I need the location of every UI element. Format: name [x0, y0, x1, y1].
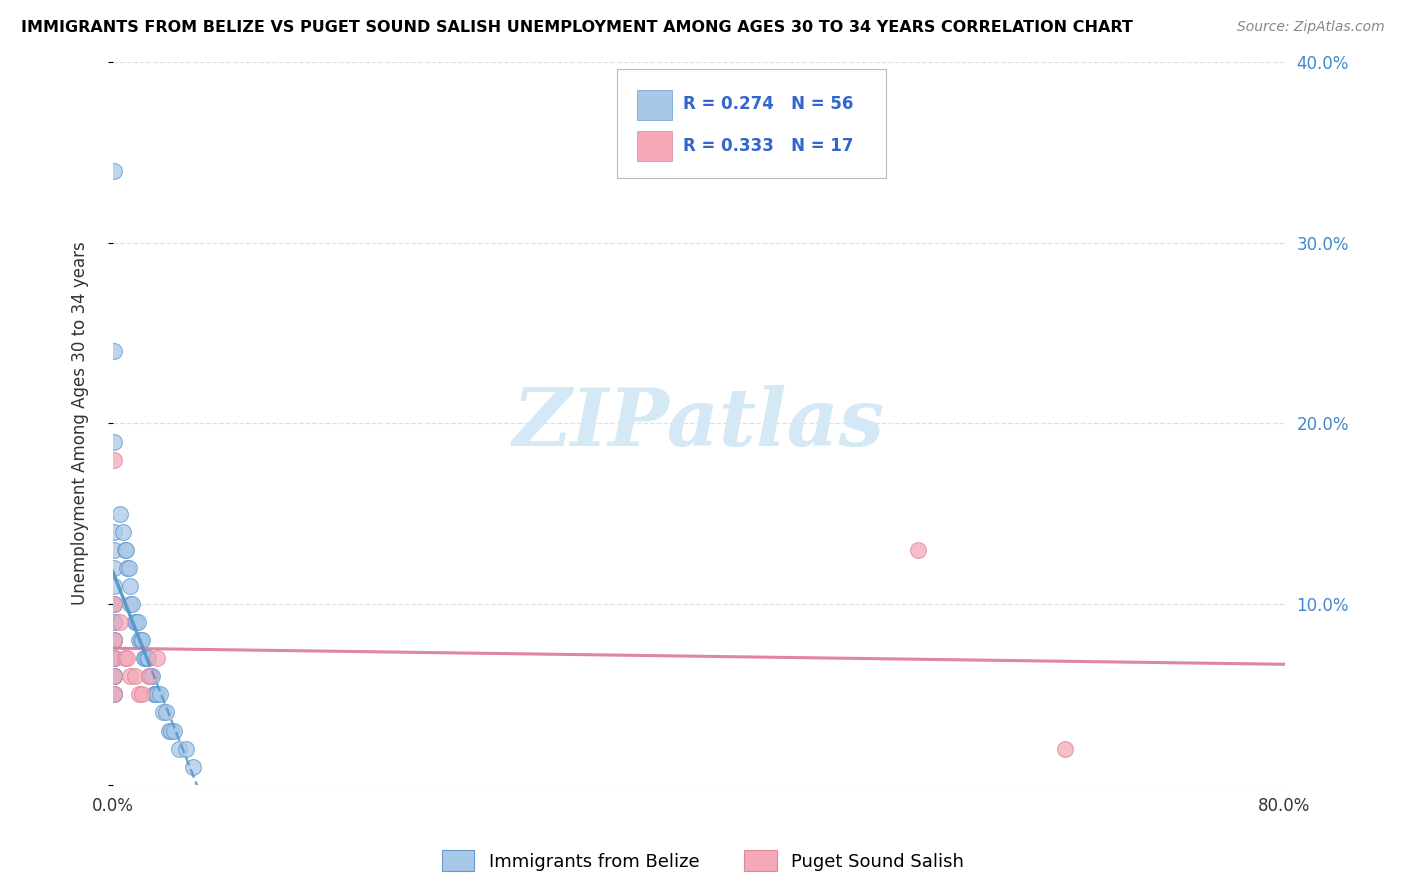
Point	[138, 669, 160, 683]
Point	[1053, 741, 1076, 756]
Point	[135, 651, 157, 665]
Point	[131, 633, 153, 648]
Point	[103, 579, 125, 593]
Point	[118, 561, 141, 575]
Point	[134, 651, 156, 665]
Point	[114, 651, 136, 665]
Point	[128, 633, 150, 648]
Point	[124, 615, 146, 629]
Point	[103, 633, 125, 648]
Point	[127, 615, 149, 629]
Point	[125, 615, 148, 629]
Point	[103, 163, 125, 178]
Point	[103, 615, 125, 629]
Point	[103, 524, 125, 539]
Y-axis label: Unemployment Among Ages 30 to 34 years: Unemployment Among Ages 30 to 34 years	[72, 242, 89, 606]
Point	[114, 542, 136, 557]
Point	[155, 706, 177, 720]
Point	[103, 633, 125, 648]
FancyBboxPatch shape	[617, 70, 886, 178]
Point	[120, 669, 142, 683]
Point	[142, 688, 165, 702]
Point	[129, 633, 152, 648]
Point	[103, 669, 125, 683]
Point	[103, 615, 125, 629]
Point	[103, 597, 125, 611]
Point	[174, 741, 197, 756]
Point	[103, 597, 125, 611]
Point	[103, 452, 125, 467]
Point	[138, 669, 160, 683]
Point	[152, 706, 174, 720]
Point	[103, 651, 125, 665]
Point	[108, 615, 131, 629]
Point	[117, 561, 139, 575]
Point	[103, 633, 125, 648]
Bar	[637, 89, 672, 120]
Point	[136, 651, 159, 665]
Point	[132, 651, 155, 665]
Point	[139, 669, 162, 683]
Point	[120, 579, 142, 593]
Point	[167, 741, 190, 756]
Point	[117, 651, 139, 665]
Point	[103, 651, 125, 665]
Text: ZIPatlas: ZIPatlas	[513, 384, 884, 462]
Point	[141, 669, 163, 683]
Text: IMMIGRANTS FROM BELIZE VS PUGET SOUND SALISH UNEMPLOYMENT AMONG AGES 30 TO 34 YE: IMMIGRANTS FROM BELIZE VS PUGET SOUND SA…	[21, 20, 1133, 35]
Point	[103, 651, 125, 665]
Text: R = 0.274   N = 56: R = 0.274 N = 56	[683, 95, 853, 113]
Point	[146, 651, 169, 665]
Point	[103, 688, 125, 702]
Text: R = 0.333   N = 17: R = 0.333 N = 17	[683, 137, 853, 155]
Point	[103, 669, 125, 683]
Point	[103, 669, 125, 683]
Point	[112, 524, 135, 539]
Point	[108, 507, 131, 521]
Point	[115, 542, 138, 557]
Point	[183, 760, 205, 774]
Bar	[637, 131, 672, 161]
Point	[103, 633, 125, 648]
Point	[103, 688, 125, 702]
Point	[163, 723, 186, 738]
Point	[160, 723, 183, 738]
Point	[131, 688, 153, 702]
Point	[103, 651, 125, 665]
Point	[120, 597, 142, 611]
Point	[103, 542, 125, 557]
Legend: Immigrants from Belize, Puget Sound Salish: Immigrants from Belize, Puget Sound Sali…	[434, 843, 972, 879]
Point	[121, 597, 143, 611]
Point	[143, 688, 166, 702]
Text: Source: ZipAtlas.com: Source: ZipAtlas.com	[1237, 20, 1385, 34]
Point	[128, 688, 150, 702]
Point	[103, 561, 125, 575]
Point	[103, 434, 125, 449]
Point	[149, 688, 172, 702]
Point	[103, 597, 125, 611]
Point	[124, 669, 146, 683]
Point	[907, 542, 929, 557]
Point	[103, 688, 125, 702]
Point	[157, 723, 180, 738]
Point	[103, 344, 125, 359]
Point	[103, 669, 125, 683]
Point	[146, 688, 169, 702]
